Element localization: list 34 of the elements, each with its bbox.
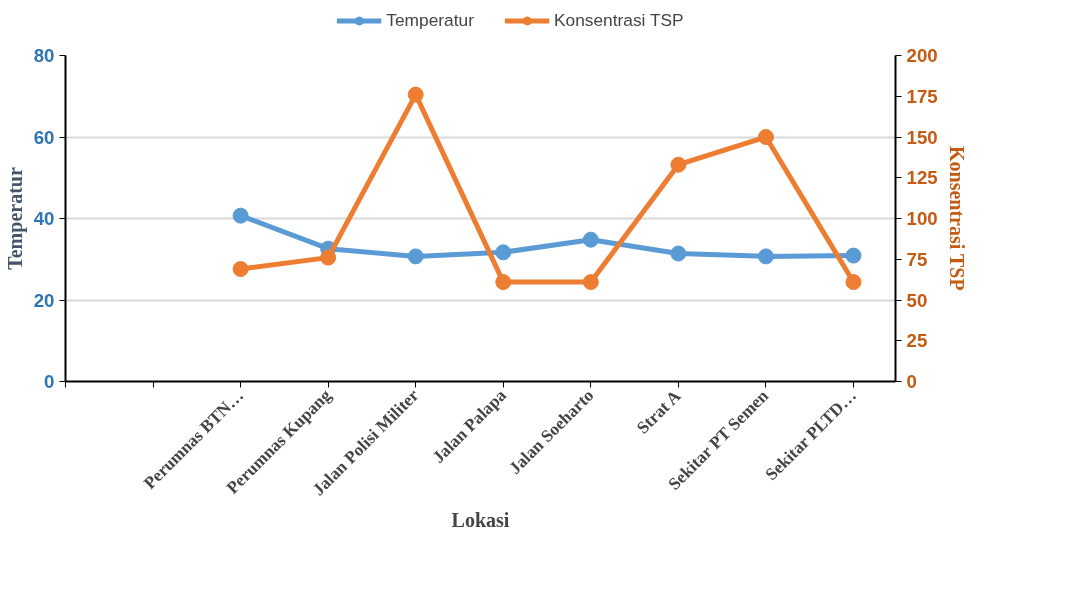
y-tick-label: 20 [33, 289, 55, 311]
x-axis-title: Lokasi [451, 508, 510, 531]
y-tick-label: 60 [33, 126, 55, 148]
y-tick-label: 0 [44, 371, 55, 392]
point [582, 274, 599, 291]
point [407, 86, 424, 103]
legend-label: Temperatur [386, 9, 474, 31]
point [495, 274, 512, 291]
y-tick-label: 40 [33, 208, 55, 229]
y2-tick-label: 25 [906, 330, 928, 352]
point [670, 156, 687, 173]
y-axis-title: Temperatur [3, 167, 27, 270]
y2-tick-label: 150 [906, 126, 938, 148]
point [495, 244, 512, 261]
point [845, 274, 862, 291]
y-tick-label: 80 [33, 45, 55, 66]
y2-tick-label: 200 [906, 45, 938, 66]
point [582, 231, 599, 248]
y2-tick-label: 100 [906, 208, 938, 229]
point [232, 207, 249, 224]
y2-tick-label: 75 [906, 248, 928, 270]
point [407, 248, 424, 265]
point [320, 249, 337, 266]
point [232, 261, 249, 278]
point [845, 247, 862, 264]
legend-label: Konsentrasi TSP [553, 9, 684, 31]
y2-tick-label: 0 [906, 371, 917, 392]
point [670, 245, 687, 262]
point [757, 248, 774, 265]
y2-tick-label: 50 [906, 289, 928, 311]
y2-tick-label: 125 [906, 167, 938, 189]
point [757, 129, 774, 145]
y2-axis-title: Konsentrasi TSP [945, 145, 968, 291]
y2-tick-label: 175 [906, 85, 938, 107]
